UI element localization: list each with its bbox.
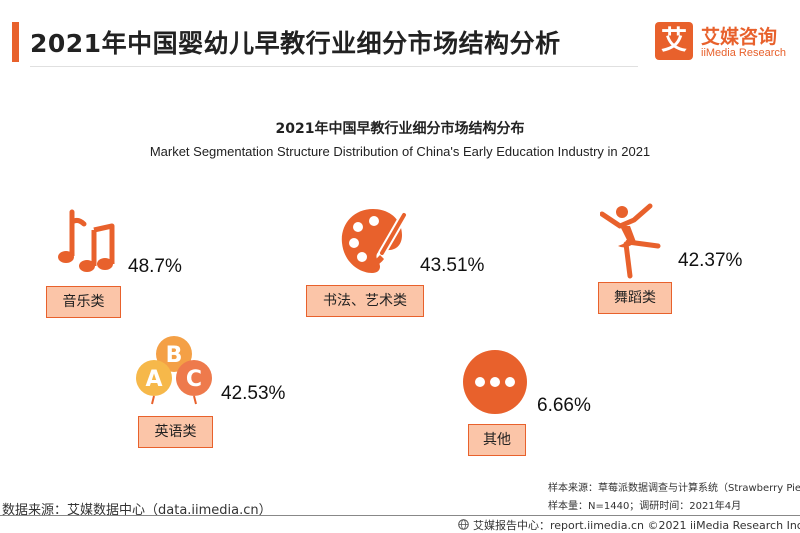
chart-title: 2021年中国早教行业细分市场结构分布 — [275, 121, 525, 137]
segment-value: 48.7% — [128, 256, 182, 277]
segment-value: 42.37% — [678, 250, 743, 271]
title-accent-bar — [12, 22, 19, 62]
segment-value: 43.51% — [420, 255, 485, 276]
segment-label: 其他 — [468, 424, 526, 456]
data-source: 数据来源：艾媒数据中心（data.iimedia.cn） — [2, 503, 272, 518]
brand-logo: 艾 艾媒咨询 iiMedia Research — [655, 22, 795, 62]
music-note-icon — [58, 208, 118, 274]
art-palette-icon — [338, 205, 408, 277]
more-dots-icon — [462, 349, 528, 415]
svg-text:B: B — [166, 343, 183, 368]
brand-name-en: iiMedia Research — [701, 47, 786, 59]
chart-subtitle: Market Segmentation Structure Distributi… — [149, 144, 651, 159]
brand-badge-icon: 艾 — [655, 22, 693, 60]
sample-size: 样本量：N=1440；调研时间：2021年4月 — [548, 501, 742, 512]
segment-label: 音乐类 — [46, 286, 121, 318]
segment-value: 6.66% — [537, 395, 591, 416]
page-title: 2021年中国婴幼儿早教行业细分市场结构分析 — [30, 29, 561, 58]
segment-label: 书法、艺术类 — [306, 285, 424, 317]
svg-text:C: C — [186, 367, 202, 392]
svg-text:A: A — [145, 367, 162, 392]
segment-value: 42.53% — [221, 383, 286, 404]
brand-name-cn: 艾媒咨询 — [701, 26, 778, 48]
segment-label: 舞蹈类 — [598, 282, 672, 314]
dancer-icon — [599, 202, 666, 280]
footer-report-center: 艾媒报告中心：report.iimedia.cn ©2021 iiMedia R… — [458, 517, 800, 533]
sample-source: 样本来源：草莓派数据调查与计算系统（Strawberry Pie） — [548, 483, 800, 494]
footer-text: 艾媒报告中心：report.iimedia.cn ©2021 iiMedia R… — [473, 519, 800, 532]
title-divider — [30, 66, 638, 67]
footer-divider — [0, 515, 800, 516]
segment-label: 英语类 — [138, 416, 213, 448]
abc-balloons-icon: B A C — [134, 332, 216, 408]
globe-icon — [458, 519, 469, 530]
